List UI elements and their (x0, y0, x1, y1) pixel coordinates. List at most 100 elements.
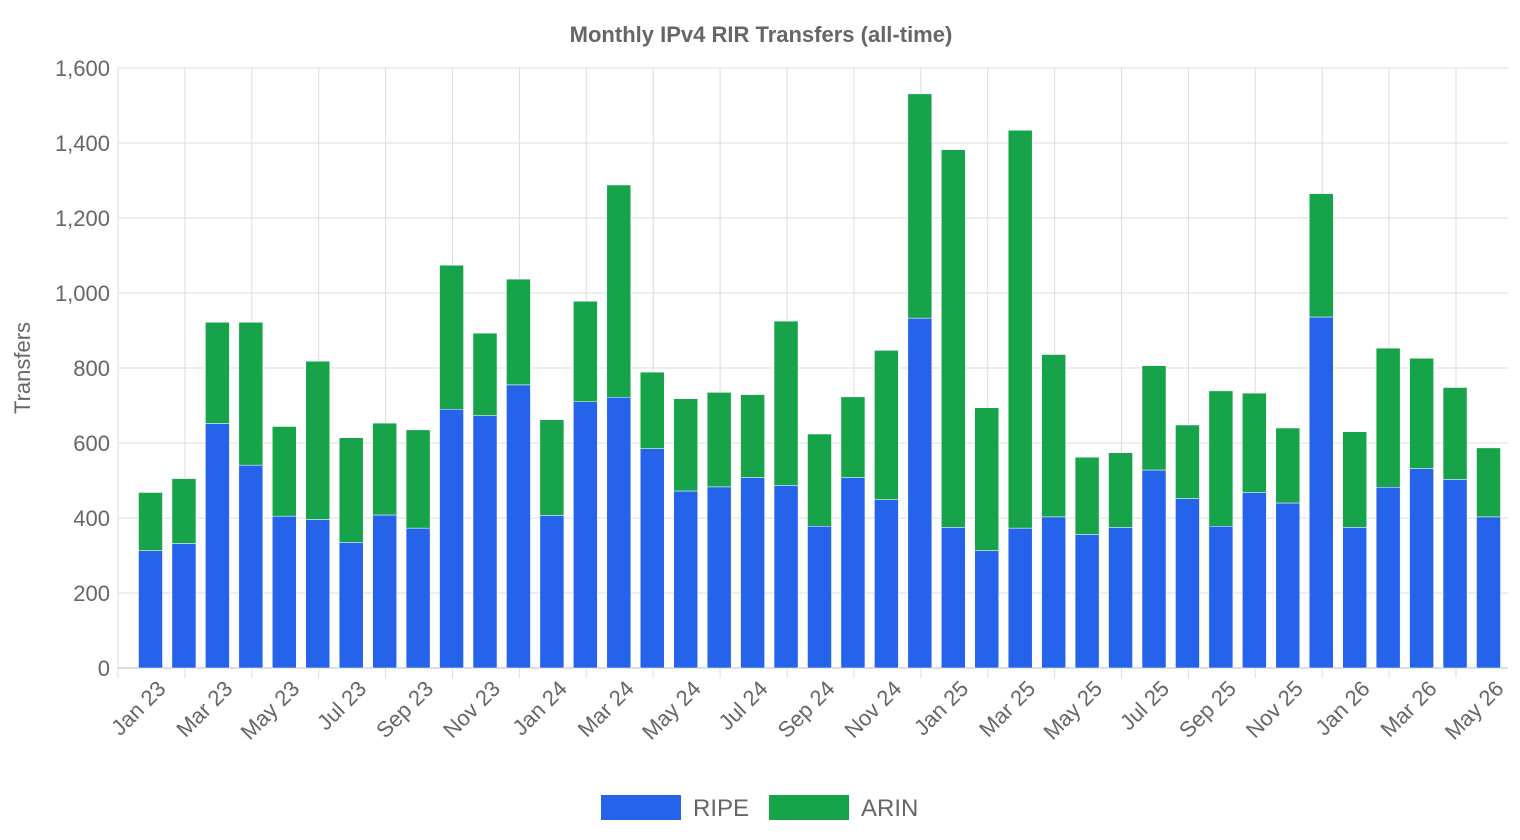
bar-arin-aug-24 (773, 320, 799, 486)
x-tick-label: Jan 26 (1310, 676, 1374, 740)
x-tick-label: May 26 (1440, 676, 1509, 745)
bar-ripe-dec-23 (506, 384, 531, 669)
bar-arin-jan-25 (941, 149, 966, 528)
x-tick-label: Sep 25 (1174, 676, 1241, 743)
y-tick-label: 400 (73, 506, 110, 531)
bar-ripe-feb-23 (171, 543, 197, 669)
bar-arin-feb-23 (171, 478, 197, 544)
bar-arin-sep-24 (807, 433, 832, 527)
bar-arin-dec-24 (907, 93, 933, 319)
y-axis-title: Transfers (10, 322, 35, 414)
x-tick-label: Jan 24 (508, 676, 572, 740)
x-tick-label: Nov 24 (839, 676, 906, 743)
bar-ripe-mar-25 (1007, 527, 1033, 669)
bar-ripe-jun-25 (1108, 527, 1133, 669)
y-axis-ticks: 0 200 400 600 800 1,000 1,200 1,400 1,600 (55, 56, 110, 681)
bar-ripe-apr-24 (640, 448, 665, 669)
bar-ripe-nov-23 (472, 415, 498, 669)
x-tick-label: May 23 (236, 676, 305, 745)
bar-arin-mar-25 (1007, 130, 1033, 529)
x-tick-label: Mar 26 (1376, 676, 1442, 742)
bar-ripe-oct-24 (840, 477, 866, 669)
bar-arin-apr-23 (238, 322, 264, 466)
bar-arin-aug-23 (372, 422, 397, 516)
legend-label-ripe: RIPE (693, 795, 749, 822)
y-tick-label: 1,400 (55, 131, 110, 156)
bars (138, 93, 1501, 669)
bar-ripe-apr-25 (1041, 516, 1066, 669)
bar-ripe-aug-23 (372, 514, 397, 669)
bar-ripe-may-23 (272, 515, 297, 669)
bar-arin-may-25 (1074, 457, 1100, 535)
bar-arin-nov-24 (874, 350, 899, 500)
x-tick-label: Jan 25 (909, 676, 973, 740)
bar-ripe-nov-25 (1275, 502, 1301, 669)
bar-ripe-nov-24 (874, 499, 899, 669)
bar-arin-dec-23 (506, 278, 531, 386)
bar-ripe-sep-23 (405, 527, 431, 669)
x-tick-label: Jul 23 (312, 676, 371, 735)
bar-ripe-jul-24 (740, 477, 765, 669)
bar-arin-jul-25 (1141, 365, 1167, 471)
bar-ripe-apr-23 (238, 464, 264, 669)
bar-ripe-aug-25 (1175, 498, 1200, 669)
bar-arin-jun-23 (305, 361, 330, 520)
bar-arin-mar-23 (205, 322, 230, 424)
bar-arin-apr-24 (640, 371, 665, 449)
bar-arin-jun-24 (706, 392, 732, 488)
bar-arin-may-26 (1476, 447, 1501, 518)
legend-swatch-arin (769, 795, 849, 820)
x-tick-label: Sep 23 (371, 676, 438, 743)
bar-arin-jun-25 (1108, 452, 1133, 528)
bar-arin-oct-25 (1242, 392, 1267, 493)
x-tick-label: Mar 25 (974, 676, 1040, 742)
bar-ripe-jan-26 (1342, 527, 1367, 669)
y-tick-label: 1,600 (55, 56, 110, 81)
legend-swatch-ripe (601, 795, 681, 820)
y-tick-label: 0 (98, 656, 110, 681)
chart-title: Monthly IPv4 RIR Transfers (all-time) (570, 22, 953, 47)
bar-arin-mar-24 (606, 184, 632, 398)
bar-arin-may-23 (272, 426, 297, 517)
x-tick-label: Jul 24 (713, 676, 772, 735)
bar-ripe-jan-24 (539, 515, 565, 669)
bar-ripe-jan-23 (138, 550, 163, 669)
y-tick-label: 800 (73, 356, 110, 381)
bar-ripe-dec-25 (1309, 316, 1334, 669)
bar-ripe-aug-24 (773, 485, 799, 669)
bar-arin-feb-25 (974, 407, 999, 551)
bar-arin-sep-25 (1208, 390, 1234, 527)
bar-arin-jan-26 (1342, 431, 1367, 528)
legend: RIPE ARIN (601, 795, 918, 822)
bar-ripe-mar-26 (1409, 468, 1434, 669)
bar-arin-feb-24 (573, 301, 598, 402)
bar-arin-feb-26 (1375, 347, 1401, 488)
bar-ripe-may-24 (673, 490, 698, 669)
y-tick-label: 600 (73, 431, 110, 456)
x-tick-label: May 24 (637, 676, 706, 745)
bar-ripe-jan-25 (941, 527, 966, 669)
bar-ripe-oct-23 (439, 409, 464, 669)
bar-arin-apr-25 (1041, 354, 1066, 518)
bar-ripe-jul-25 (1141, 469, 1167, 669)
bar-arin-may-24 (673, 398, 698, 492)
bar-ripe-dec-24 (907, 317, 933, 669)
y-tick-label: 200 (73, 581, 110, 606)
x-tick-label: Sep 24 (773, 676, 840, 743)
bar-ripe-jun-24 (706, 486, 732, 669)
bar-arin-jul-23 (338, 437, 364, 543)
bar-arin-apr-26 (1442, 387, 1468, 480)
y-tick-label: 1,200 (55, 206, 110, 231)
bar-ripe-apr-26 (1442, 479, 1468, 669)
bar-ripe-sep-25 (1208, 526, 1234, 669)
bar-arin-sep-23 (405, 429, 431, 529)
x-tick-label: Nov 23 (438, 676, 505, 743)
x-tick-label: Mar 24 (573, 676, 639, 742)
bar-ripe-mar-23 (205, 423, 230, 669)
bar-arin-dec-25 (1309, 193, 1334, 318)
bar-arin-mar-26 (1409, 358, 1434, 469)
bar-ripe-may-26 (1476, 516, 1501, 669)
bar-arin-jan-23 (138, 492, 163, 551)
